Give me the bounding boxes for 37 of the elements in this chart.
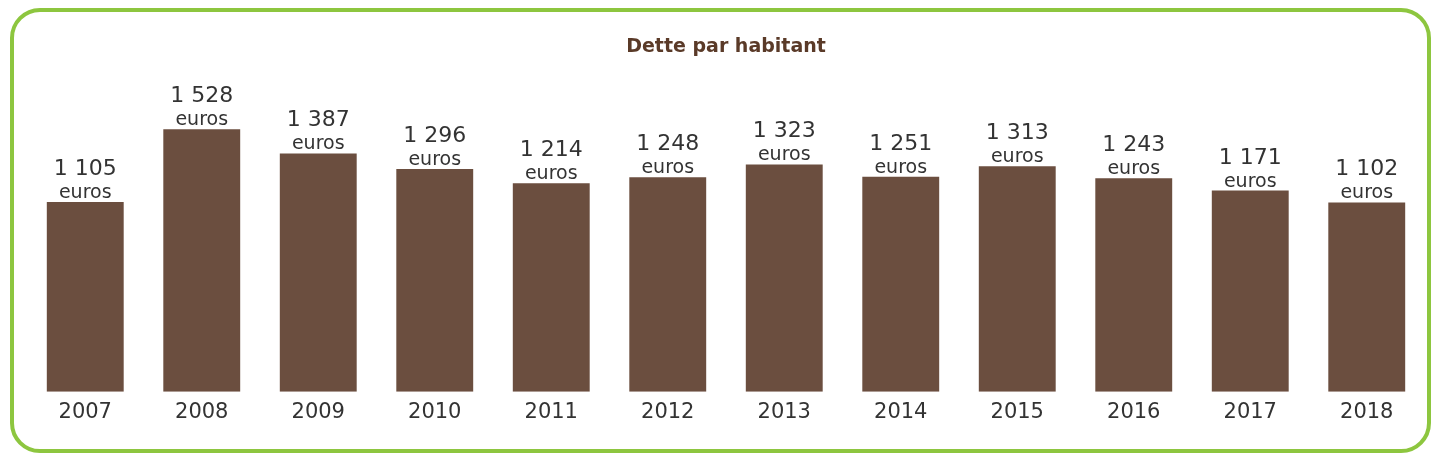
- x-tick-label: 2017: [1223, 398, 1277, 423]
- x-tick-label: 2014: [874, 398, 928, 423]
- bar: [745, 164, 823, 392]
- bar: [1095, 178, 1173, 392]
- bar: [163, 129, 241, 392]
- data-label: 1 105 euros: [53, 154, 117, 202]
- data-label: 1 387 euros: [286, 106, 350, 154]
- bar: [862, 176, 940, 392]
- x-tick-label: 2013: [757, 398, 811, 423]
- bar: [629, 177, 707, 392]
- x-tick-label: 2015: [990, 398, 1044, 423]
- bar: [396, 169, 474, 392]
- x-tick-label: 2009: [291, 398, 345, 423]
- data-label: 1 102 euros: [1335, 155, 1399, 203]
- data-label: 1 251 euros: [869, 129, 933, 177]
- data-label: 1 296 euros: [403, 122, 467, 170]
- bar: [512, 183, 590, 392]
- x-tick-label: 2007: [58, 398, 112, 423]
- x-tick-label: 2012: [641, 398, 695, 423]
- bar: [279, 153, 357, 392]
- data-label: 1 528 euros: [170, 82, 234, 130]
- x-tick-label: 2018: [1340, 398, 1394, 423]
- data-label: 1 323 euros: [752, 117, 816, 165]
- data-label: 1 171 euros: [1218, 143, 1282, 191]
- data-label: 1 243 euros: [1102, 131, 1166, 179]
- bar: [1211, 190, 1289, 392]
- chart-title: Dette par habitant: [626, 34, 826, 57]
- data-label: 1 313 euros: [985, 119, 1049, 167]
- bar: [1328, 202, 1406, 392]
- x-tick-label: 2016: [1107, 398, 1161, 423]
- data-label: 1 214 euros: [519, 136, 583, 184]
- bar: [978, 166, 1056, 392]
- x-tick-label: 2011: [524, 398, 578, 423]
- x-tick-label: 2008: [175, 398, 229, 423]
- x-tick-label: 2010: [408, 398, 462, 423]
- data-label: 1 248 euros: [636, 130, 700, 178]
- bar: [46, 201, 124, 392]
